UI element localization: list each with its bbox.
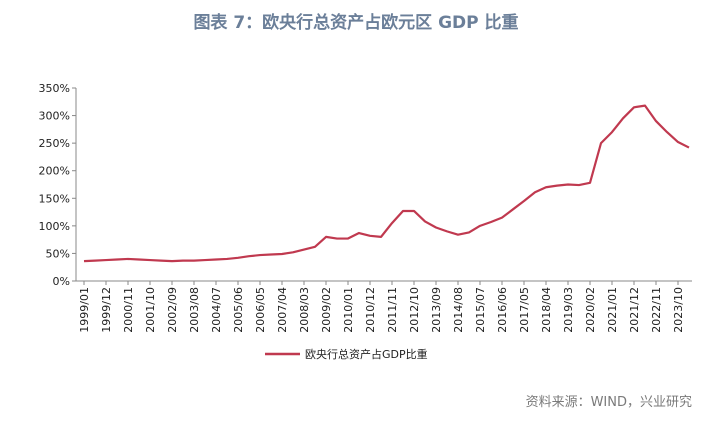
x-tick-label: 2014/08 — [452, 287, 465, 333]
y-tick-label: 50% — [46, 247, 70, 260]
x-tick-label: 2021/01 — [606, 287, 619, 333]
x-tick-label: 2001/10 — [144, 287, 157, 333]
y-tick-label: 350% — [39, 82, 70, 95]
x-tick-label: 2020/02 — [584, 287, 597, 333]
x-tick-label: 2011/11 — [386, 287, 399, 333]
x-tick-label: 2015/07 — [474, 287, 487, 333]
legend-label: 欧央行总资产占GDP比重 — [305, 347, 428, 361]
x-tick-label: 2012/10 — [408, 287, 421, 333]
y-tick-label: 100% — [39, 220, 70, 233]
x-tick-label: 2010/12 — [364, 287, 377, 333]
x-tick-label: 2022/11 — [650, 287, 663, 333]
x-tick-label: 2008/03 — [298, 287, 311, 333]
x-tick-label: 2019/03 — [562, 287, 575, 333]
y-tick-label: 0% — [53, 275, 70, 288]
x-tick-label: 2004/07 — [210, 287, 223, 333]
line — [83, 104, 690, 263]
x-tick-label: 1999/01 — [78, 287, 91, 333]
y-tick-label: 150% — [39, 192, 70, 205]
chart-title: 图表 7：欧央行总资产占欧元区 GDP 比重 — [193, 12, 518, 33]
x-tick-label: 2010/01 — [342, 287, 355, 333]
x-tick-label: 2016/06 — [496, 287, 509, 333]
y-tick-label: 250% — [39, 137, 70, 150]
x-tick-label: 2003/08 — [188, 287, 201, 333]
x-tick-label: 2006/05 — [254, 287, 267, 333]
x-tick-label: 2000/11 — [122, 287, 135, 333]
x-tick-label: 2007/04 — [276, 287, 289, 333]
x-tick-label: 2018/04 — [540, 287, 553, 333]
x-tick-label: 2023/10 — [672, 287, 685, 333]
x-tick-label: 2002/09 — [166, 287, 179, 333]
x-tick-label: 2005/06 — [232, 287, 245, 333]
source: 资料来源：WIND，兴业研究 — [526, 395, 692, 410]
y-tick-label: 300% — [39, 110, 70, 123]
x-tick-label: 1999/12 — [100, 287, 113, 333]
x-tick-label: 2017/05 — [518, 287, 531, 333]
x-tick-label: 2009/02 — [320, 287, 333, 333]
x-tick-label: 2013/09 — [430, 287, 443, 333]
x-tick-label: 2021/12 — [628, 287, 641, 333]
y-tick-label: 200% — [39, 165, 70, 178]
